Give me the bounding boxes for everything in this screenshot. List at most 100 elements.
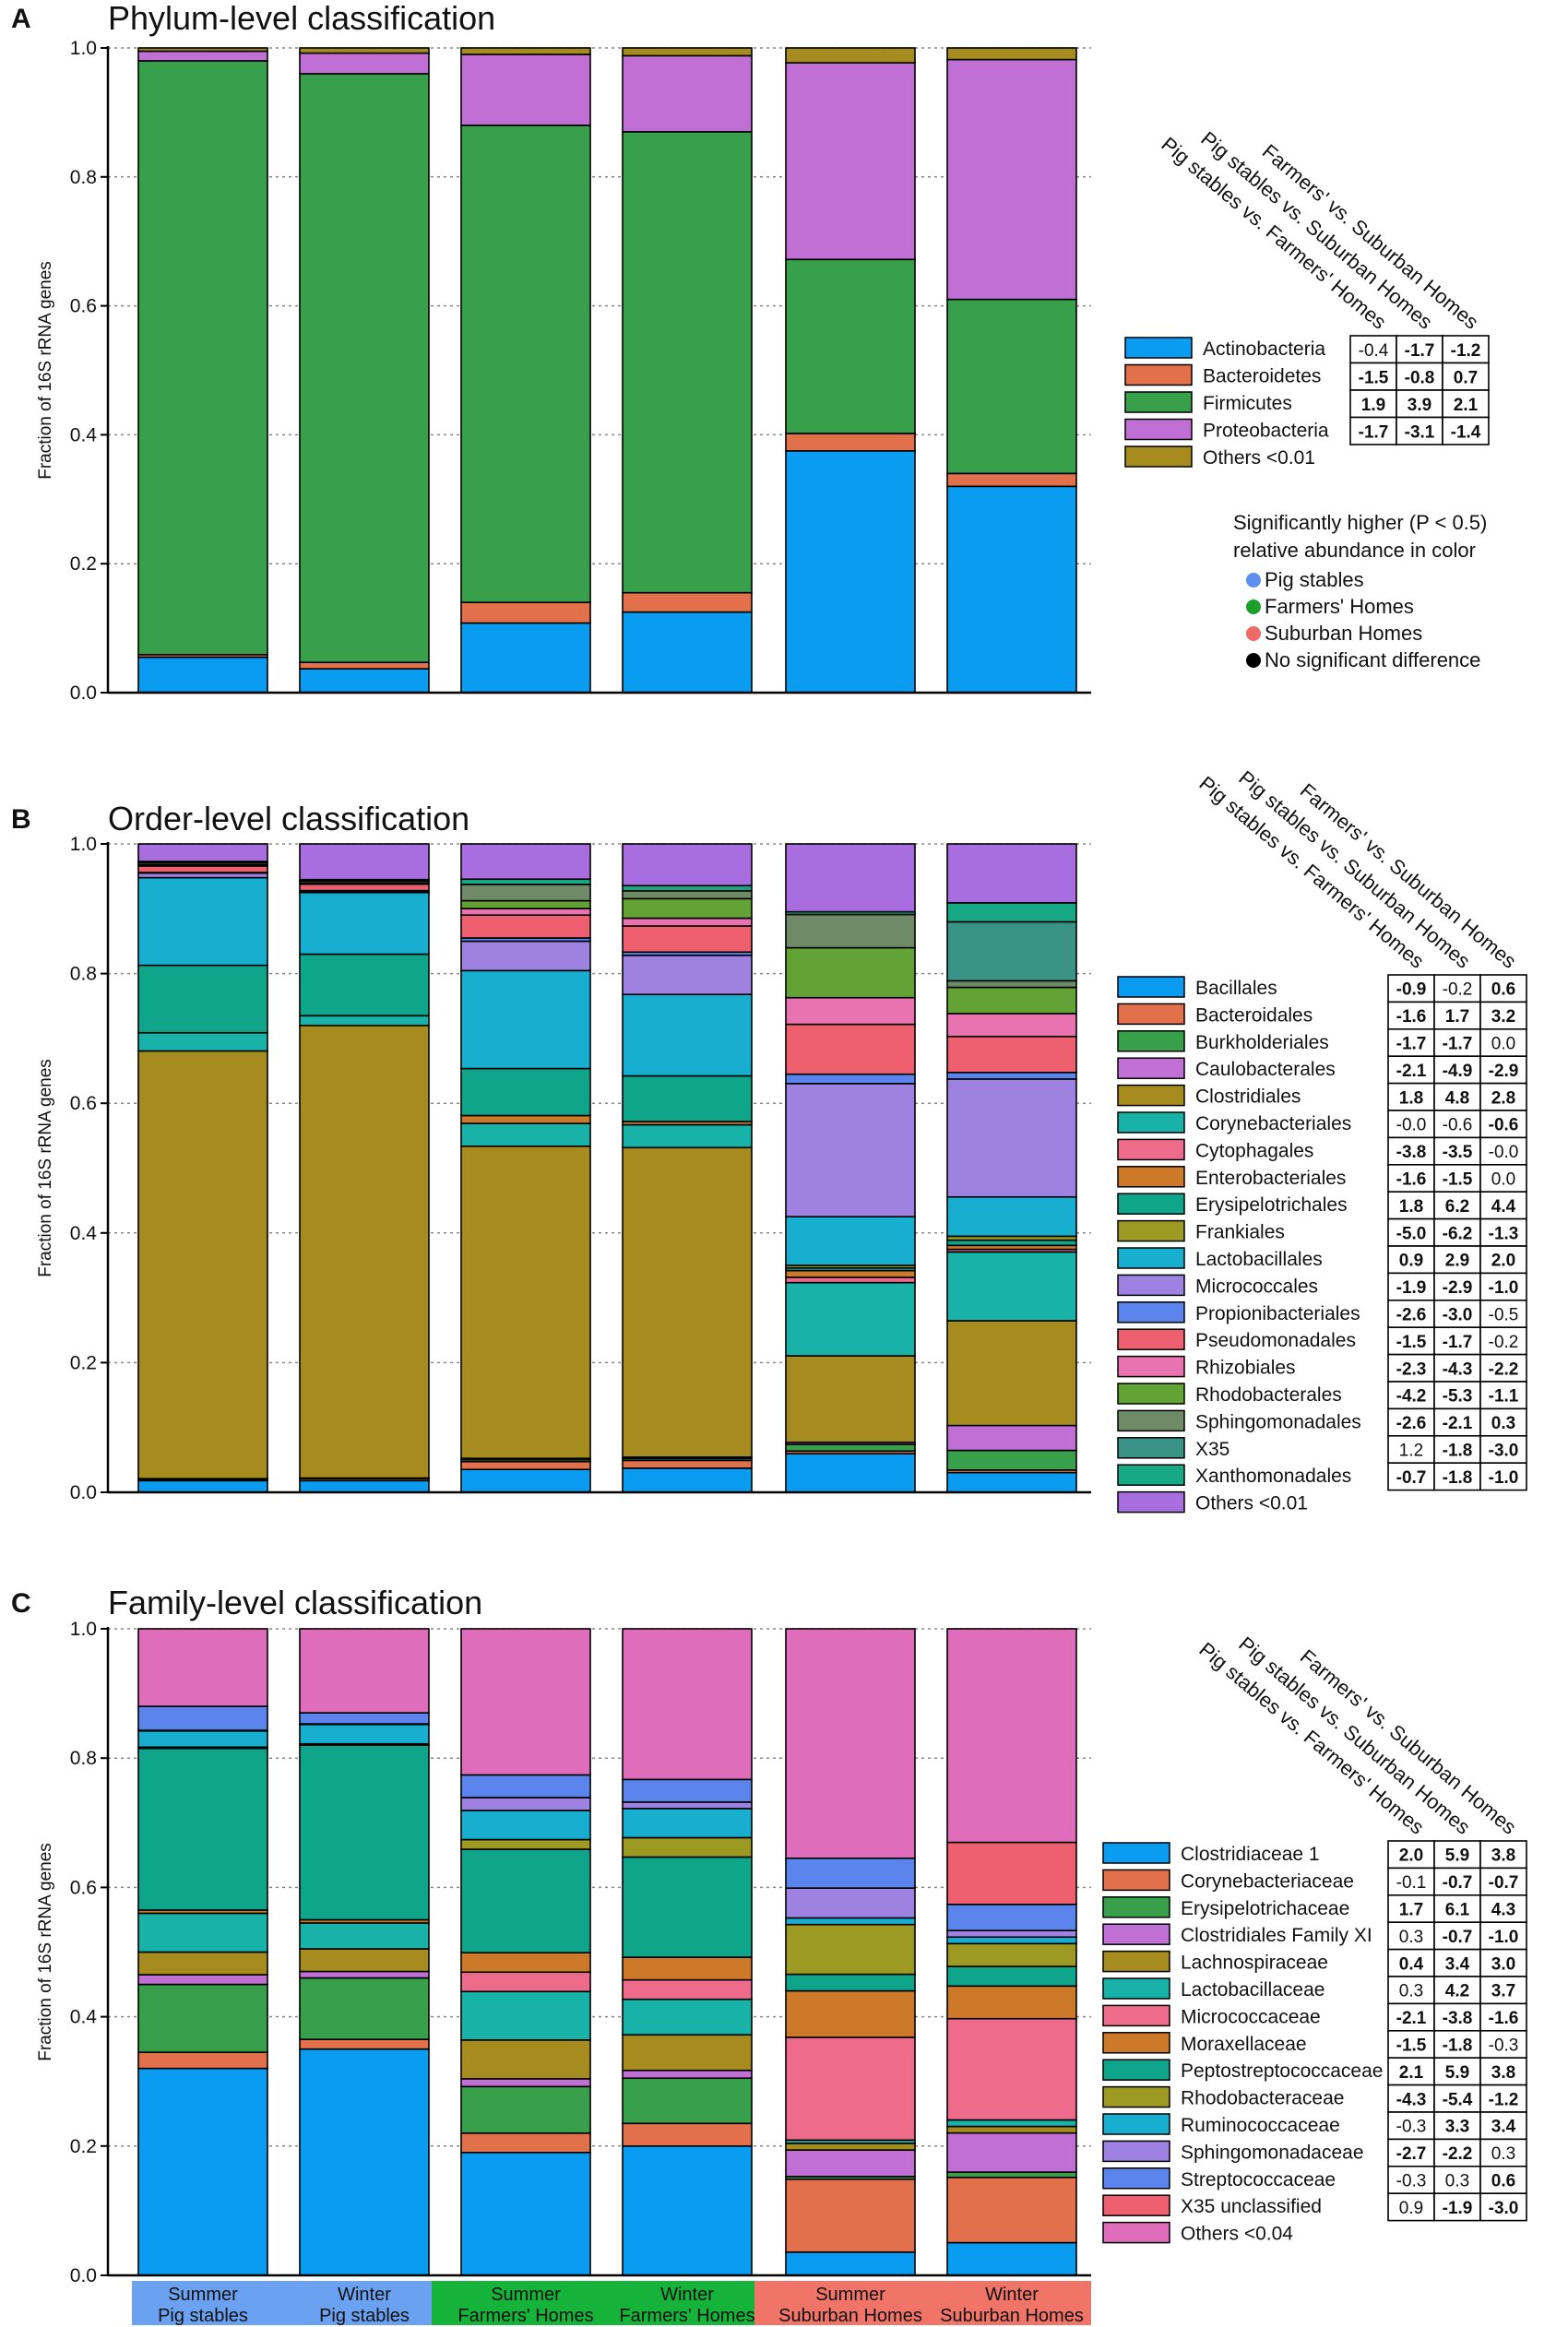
bar-segment — [622, 611, 753, 694]
stat-value: -5.0 — [1396, 1224, 1427, 1243]
bar-segment — [622, 54, 753, 133]
bar-segment — [946, 1013, 1077, 1038]
group-site-label: Suburban Homes — [778, 2306, 922, 2326]
bar-segment — [299, 2038, 430, 2050]
bar-segment — [299, 1025, 430, 1479]
bar-segment — [946, 1628, 1077, 1844]
y-tick-label: 0.8 — [70, 167, 97, 188]
legend-swatch — [1102, 2221, 1170, 2244]
stat-value: 4.8 — [1445, 1088, 1469, 1108]
legend-swatch — [1124, 445, 1193, 468]
legend-swatch — [1117, 1219, 1185, 1242]
bar-segment — [622, 1856, 753, 1958]
stat-cell — [1479, 1082, 1527, 1111]
legend-swatch — [1117, 1247, 1185, 1269]
significance-dot — [1246, 653, 1261, 668]
bar-segment — [622, 1836, 753, 1858]
bar-segment — [460, 1628, 591, 1776]
stat-value: 4.4 — [1491, 1197, 1516, 1217]
bar-segment — [460, 1838, 591, 1850]
significance-legend-label: No significant difference — [1265, 648, 1480, 671]
bar-segment — [946, 2017, 1077, 2121]
bar-segment — [946, 485, 1077, 694]
bar-segment — [460, 1797, 591, 1811]
stat-value: 2.9 — [1445, 1252, 1469, 1271]
bar-segment — [137, 964, 268, 1034]
bar-segment — [137, 865, 268, 873]
bar-segment — [946, 1942, 1077, 1967]
stat-cell — [1387, 1082, 1435, 1111]
group-season-label: Winter — [338, 2285, 391, 2305]
y-tick-label: 0.6 — [70, 296, 97, 317]
stat-cell — [1479, 2192, 1527, 2222]
legend-swatch — [1124, 418, 1193, 441]
legend-label: Xanthomonadales — [1195, 1466, 1351, 1487]
stat-cell — [1396, 416, 1443, 445]
bar-segment — [137, 1974, 268, 1986]
bar-segment — [137, 843, 268, 862]
bar-segment — [946, 1936, 1077, 1945]
panel-A: A Phylum-level classification Fraction of … — [11, 0, 1490, 704]
stat-value: -0.9 — [1396, 980, 1427, 1000]
bar-segment — [299, 1922, 430, 1950]
stat-value: 4.2 — [1445, 1982, 1469, 2001]
legend-swatch — [1117, 1328, 1185, 1350]
bar-segment — [460, 1114, 591, 1124]
bar-segment — [460, 1067, 591, 1117]
bar-segment — [946, 1251, 1077, 1322]
bar-segment — [460, 2085, 591, 2134]
stat-value: -2.1 — [1396, 1062, 1427, 1081]
group-site-label: Pig stables — [158, 2306, 248, 2326]
legend-label: Moraxellaceae — [1181, 2034, 1307, 2055]
group-site-label: Pig stables — [319, 2306, 410, 2326]
bar-segment — [946, 843, 1077, 904]
stat-value: -2.1 — [1443, 1414, 1473, 1433]
stat-value: 1.2 — [1399, 1442, 1423, 1461]
stat-value: -1.6 — [1489, 2009, 1519, 2028]
bar-segment — [460, 2152, 591, 2276]
legend-label: Micrococcaceae — [1181, 2006, 1321, 2027]
legend-swatch — [1102, 2059, 1170, 2081]
bar-segment — [622, 1998, 753, 2036]
bar-segment — [299, 1970, 430, 1979]
group-site-label: Farmers' Homes — [619, 2306, 754, 2326]
stat-cell — [1479, 1840, 1527, 1870]
legend-swatch — [1117, 1111, 1185, 1134]
bar-segment — [460, 1990, 591, 2041]
stat-value: -1.6 — [1396, 1007, 1427, 1027]
bar-segment — [622, 131, 753, 594]
legend-swatch — [1117, 1409, 1185, 1432]
bar-segment — [460, 53, 591, 126]
legend-swatch — [1117, 1084, 1185, 1107]
legend-swatch — [1102, 1923, 1170, 1945]
bar-segment — [946, 2131, 1077, 2173]
bar-segment — [622, 2069, 753, 2079]
y-axis-label: Fraction of 16S rRNA genes — [36, 1843, 55, 2061]
y-tick-label: 0.4 — [70, 424, 98, 445]
stat-value: -1.5 — [1359, 368, 1389, 387]
legend-swatch — [1102, 2113, 1170, 2135]
stat-cell — [1387, 1272, 1435, 1301]
stat-cell — [1387, 1462, 1435, 1491]
stat-value: 0.3 — [1491, 1414, 1515, 1433]
bar-segment — [622, 2122, 753, 2147]
bar-segment — [785, 1857, 916, 1889]
stat-value: 3.8 — [1491, 2063, 1515, 2083]
legend-label: Lactobacillaceae — [1181, 1979, 1324, 2001]
stat-cell — [1433, 1136, 1481, 1166]
stat-cell — [1387, 2192, 1435, 2222]
bar-segment — [137, 50, 268, 62]
stat-value: 2.0 — [1399, 1846, 1423, 1866]
y-tick-label: 0.2 — [70, 1352, 97, 1373]
stat-cell — [1479, 2030, 1527, 2060]
bar-segment — [785, 47, 916, 64]
bar-segment — [785, 1216, 916, 1266]
panel-letter: B — [11, 804, 31, 835]
stat-cell — [1479, 1326, 1527, 1356]
bar-segment — [460, 1468, 591, 1493]
bar-segment — [460, 899, 591, 909]
bar-segment — [299, 883, 430, 892]
stat-value: -0.3 — [1489, 2036, 1519, 2056]
bar-segment — [299, 52, 430, 75]
